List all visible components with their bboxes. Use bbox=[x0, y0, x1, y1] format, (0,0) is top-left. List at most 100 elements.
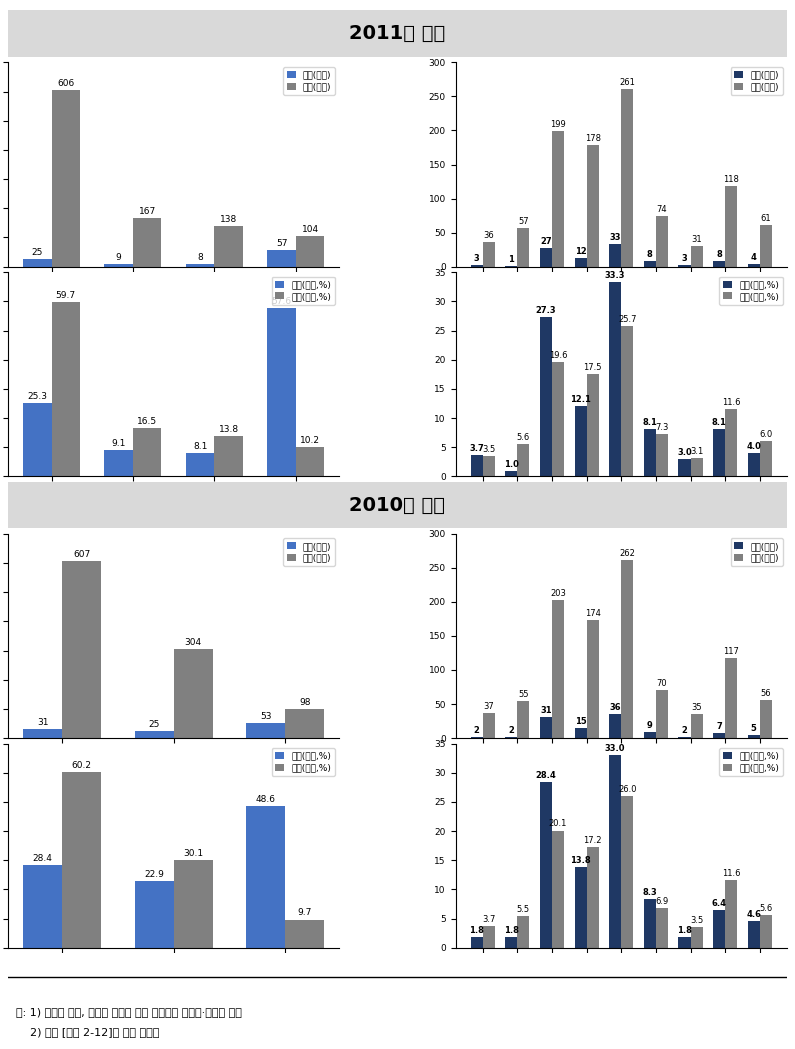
Text: 27: 27 bbox=[540, 237, 552, 247]
Text: 2010년 기준: 2010년 기준 bbox=[350, 495, 445, 515]
Text: 61: 61 bbox=[761, 214, 771, 223]
Text: 8.1: 8.1 bbox=[642, 419, 657, 427]
Text: 1.8: 1.8 bbox=[677, 926, 692, 936]
Bar bbox=[552, 362, 564, 476]
Text: 3.7: 3.7 bbox=[469, 444, 484, 453]
Text: 11.6: 11.6 bbox=[722, 869, 740, 878]
Legend: 상위(개수), 하위(개수): 상위(개수), 하위(개수) bbox=[283, 538, 335, 566]
Text: 74: 74 bbox=[657, 206, 667, 214]
Bar bbox=[748, 453, 760, 476]
Text: 262: 262 bbox=[619, 549, 635, 558]
Text: 261: 261 bbox=[619, 78, 635, 87]
Text: 203: 203 bbox=[550, 588, 566, 598]
Bar bbox=[285, 920, 324, 948]
Text: 3.1: 3.1 bbox=[690, 447, 704, 456]
Text: 53: 53 bbox=[260, 711, 272, 721]
Text: 10.2: 10.2 bbox=[301, 435, 320, 445]
Text: 8.3: 8.3 bbox=[642, 889, 657, 897]
Text: 30.1: 30.1 bbox=[183, 849, 204, 858]
Text: 98: 98 bbox=[299, 699, 311, 707]
Text: 56: 56 bbox=[761, 689, 771, 698]
Bar bbox=[483, 456, 494, 476]
Bar bbox=[174, 860, 213, 948]
Bar bbox=[23, 865, 62, 948]
Bar bbox=[540, 716, 552, 738]
Bar bbox=[760, 442, 772, 476]
Text: 5.6: 5.6 bbox=[759, 904, 773, 913]
Text: 주: 1) 상단은 개수, 하단은 상위와 하위 기업군의 규모별·산업별 분포: 주: 1) 상단은 개수, 하단은 상위와 하위 기업군의 규모별·산업별 분포 bbox=[16, 1007, 242, 1018]
Text: 25.7: 25.7 bbox=[618, 316, 637, 324]
Bar bbox=[552, 600, 564, 738]
Bar bbox=[760, 226, 772, 266]
Text: 104: 104 bbox=[301, 226, 319, 234]
Text: 7.3: 7.3 bbox=[655, 423, 669, 432]
Text: 3: 3 bbox=[474, 254, 479, 262]
Text: 16.5: 16.5 bbox=[138, 418, 157, 426]
Text: 8.1: 8.1 bbox=[712, 419, 727, 427]
Text: 12.1: 12.1 bbox=[570, 394, 591, 404]
Text: 8: 8 bbox=[197, 253, 203, 262]
Bar bbox=[621, 326, 634, 476]
Text: 17.5: 17.5 bbox=[584, 363, 602, 372]
Bar bbox=[104, 450, 133, 476]
Bar bbox=[246, 806, 285, 948]
Bar bbox=[133, 218, 161, 266]
Text: 36: 36 bbox=[483, 231, 494, 240]
Text: 55: 55 bbox=[518, 689, 529, 699]
Legend: 상위(개수), 하위(개수): 상위(개수), 하위(개수) bbox=[283, 67, 335, 94]
Bar bbox=[471, 736, 483, 738]
Bar bbox=[471, 455, 483, 476]
Bar bbox=[760, 915, 772, 948]
Text: 606: 606 bbox=[57, 79, 75, 88]
Bar bbox=[215, 227, 243, 266]
Bar bbox=[725, 187, 737, 266]
Text: 1: 1 bbox=[508, 255, 514, 264]
Legend: 상위(비중,%), 하위(비중,%): 상위(비중,%), 하위(비중,%) bbox=[719, 277, 782, 304]
Text: 60.2: 60.2 bbox=[72, 762, 91, 770]
Text: 25: 25 bbox=[149, 720, 160, 729]
Bar bbox=[104, 264, 133, 266]
Text: 3.7: 3.7 bbox=[482, 915, 495, 924]
Bar bbox=[691, 714, 703, 738]
Text: 28.4: 28.4 bbox=[536, 771, 556, 780]
Bar bbox=[575, 406, 587, 476]
Legend: 상위(개수), 하위(개수): 상위(개수), 하위(개수) bbox=[731, 67, 782, 94]
Text: 3.5: 3.5 bbox=[690, 917, 704, 925]
Text: 2: 2 bbox=[474, 726, 479, 734]
Text: 2) 본문 [그림 2-12]의 예년 데이터: 2) 본문 [그림 2-12]의 예년 데이터 bbox=[16, 1027, 159, 1036]
Bar bbox=[575, 258, 587, 266]
Bar bbox=[644, 899, 656, 948]
Text: 5: 5 bbox=[750, 724, 757, 732]
Text: 27.3: 27.3 bbox=[536, 306, 556, 315]
Text: 35: 35 bbox=[692, 703, 702, 712]
Text: 1.8: 1.8 bbox=[504, 926, 518, 936]
Text: 57: 57 bbox=[276, 239, 288, 248]
Bar bbox=[186, 264, 215, 266]
Bar bbox=[656, 434, 668, 476]
Text: 9: 9 bbox=[647, 721, 653, 730]
Bar bbox=[540, 317, 552, 476]
Text: 3: 3 bbox=[681, 254, 688, 262]
Text: 31: 31 bbox=[692, 235, 702, 243]
Text: 167: 167 bbox=[138, 207, 156, 216]
Bar bbox=[587, 848, 599, 948]
Text: 20.1: 20.1 bbox=[549, 819, 568, 829]
Bar bbox=[246, 723, 285, 738]
Text: 22.9: 22.9 bbox=[144, 870, 164, 879]
Text: 3.5: 3.5 bbox=[482, 445, 495, 454]
Bar bbox=[52, 90, 80, 266]
Text: 31: 31 bbox=[37, 718, 48, 727]
Text: 6.9: 6.9 bbox=[655, 897, 669, 905]
Bar bbox=[644, 261, 656, 266]
Bar bbox=[609, 282, 621, 476]
Bar bbox=[134, 731, 174, 738]
Bar bbox=[725, 409, 737, 476]
Text: 2: 2 bbox=[681, 726, 688, 734]
Legend: 상위(비중,%), 하위(비중,%): 상위(비중,%), 하위(비중,%) bbox=[272, 748, 335, 776]
Text: 8.1: 8.1 bbox=[193, 442, 207, 451]
Bar bbox=[134, 881, 174, 948]
Text: 57: 57 bbox=[518, 217, 529, 226]
Bar bbox=[471, 938, 483, 948]
Text: 25: 25 bbox=[32, 249, 43, 257]
Text: 9.7: 9.7 bbox=[297, 908, 312, 918]
